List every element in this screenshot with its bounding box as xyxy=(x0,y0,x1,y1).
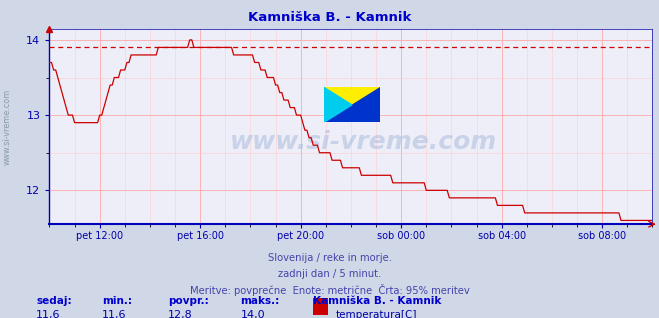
Text: 11,6: 11,6 xyxy=(36,310,61,318)
Text: 11,6: 11,6 xyxy=(102,310,127,318)
Text: 14,0: 14,0 xyxy=(241,310,265,318)
Text: povpr.:: povpr.: xyxy=(168,296,209,306)
Text: zadnji dan / 5 minut.: zadnji dan / 5 minut. xyxy=(278,269,381,279)
Text: Kamniška B. - Kamnik: Kamniška B. - Kamnik xyxy=(248,11,411,24)
Text: temperatura[C]: temperatura[C] xyxy=(336,310,418,318)
Text: maks.:: maks.: xyxy=(241,296,280,306)
Polygon shape xyxy=(324,87,352,122)
Text: sedaj:: sedaj: xyxy=(36,296,72,306)
Text: Kamniška B. - Kamnik: Kamniška B. - Kamnik xyxy=(313,296,442,306)
Text: www.si-vreme.com: www.si-vreme.com xyxy=(3,89,12,165)
Text: 12,8: 12,8 xyxy=(168,310,193,318)
Text: Meritve: povprečne  Enote: metrične  Črta: 95% meritev: Meritve: povprečne Enote: metrične Črta:… xyxy=(190,284,469,296)
Text: min.:: min.: xyxy=(102,296,132,306)
Text: www.si-vreme.com: www.si-vreme.com xyxy=(229,130,497,154)
Polygon shape xyxy=(324,87,380,122)
Text: Slovenija / reke in morje.: Slovenija / reke in morje. xyxy=(268,253,391,263)
Polygon shape xyxy=(324,87,380,122)
